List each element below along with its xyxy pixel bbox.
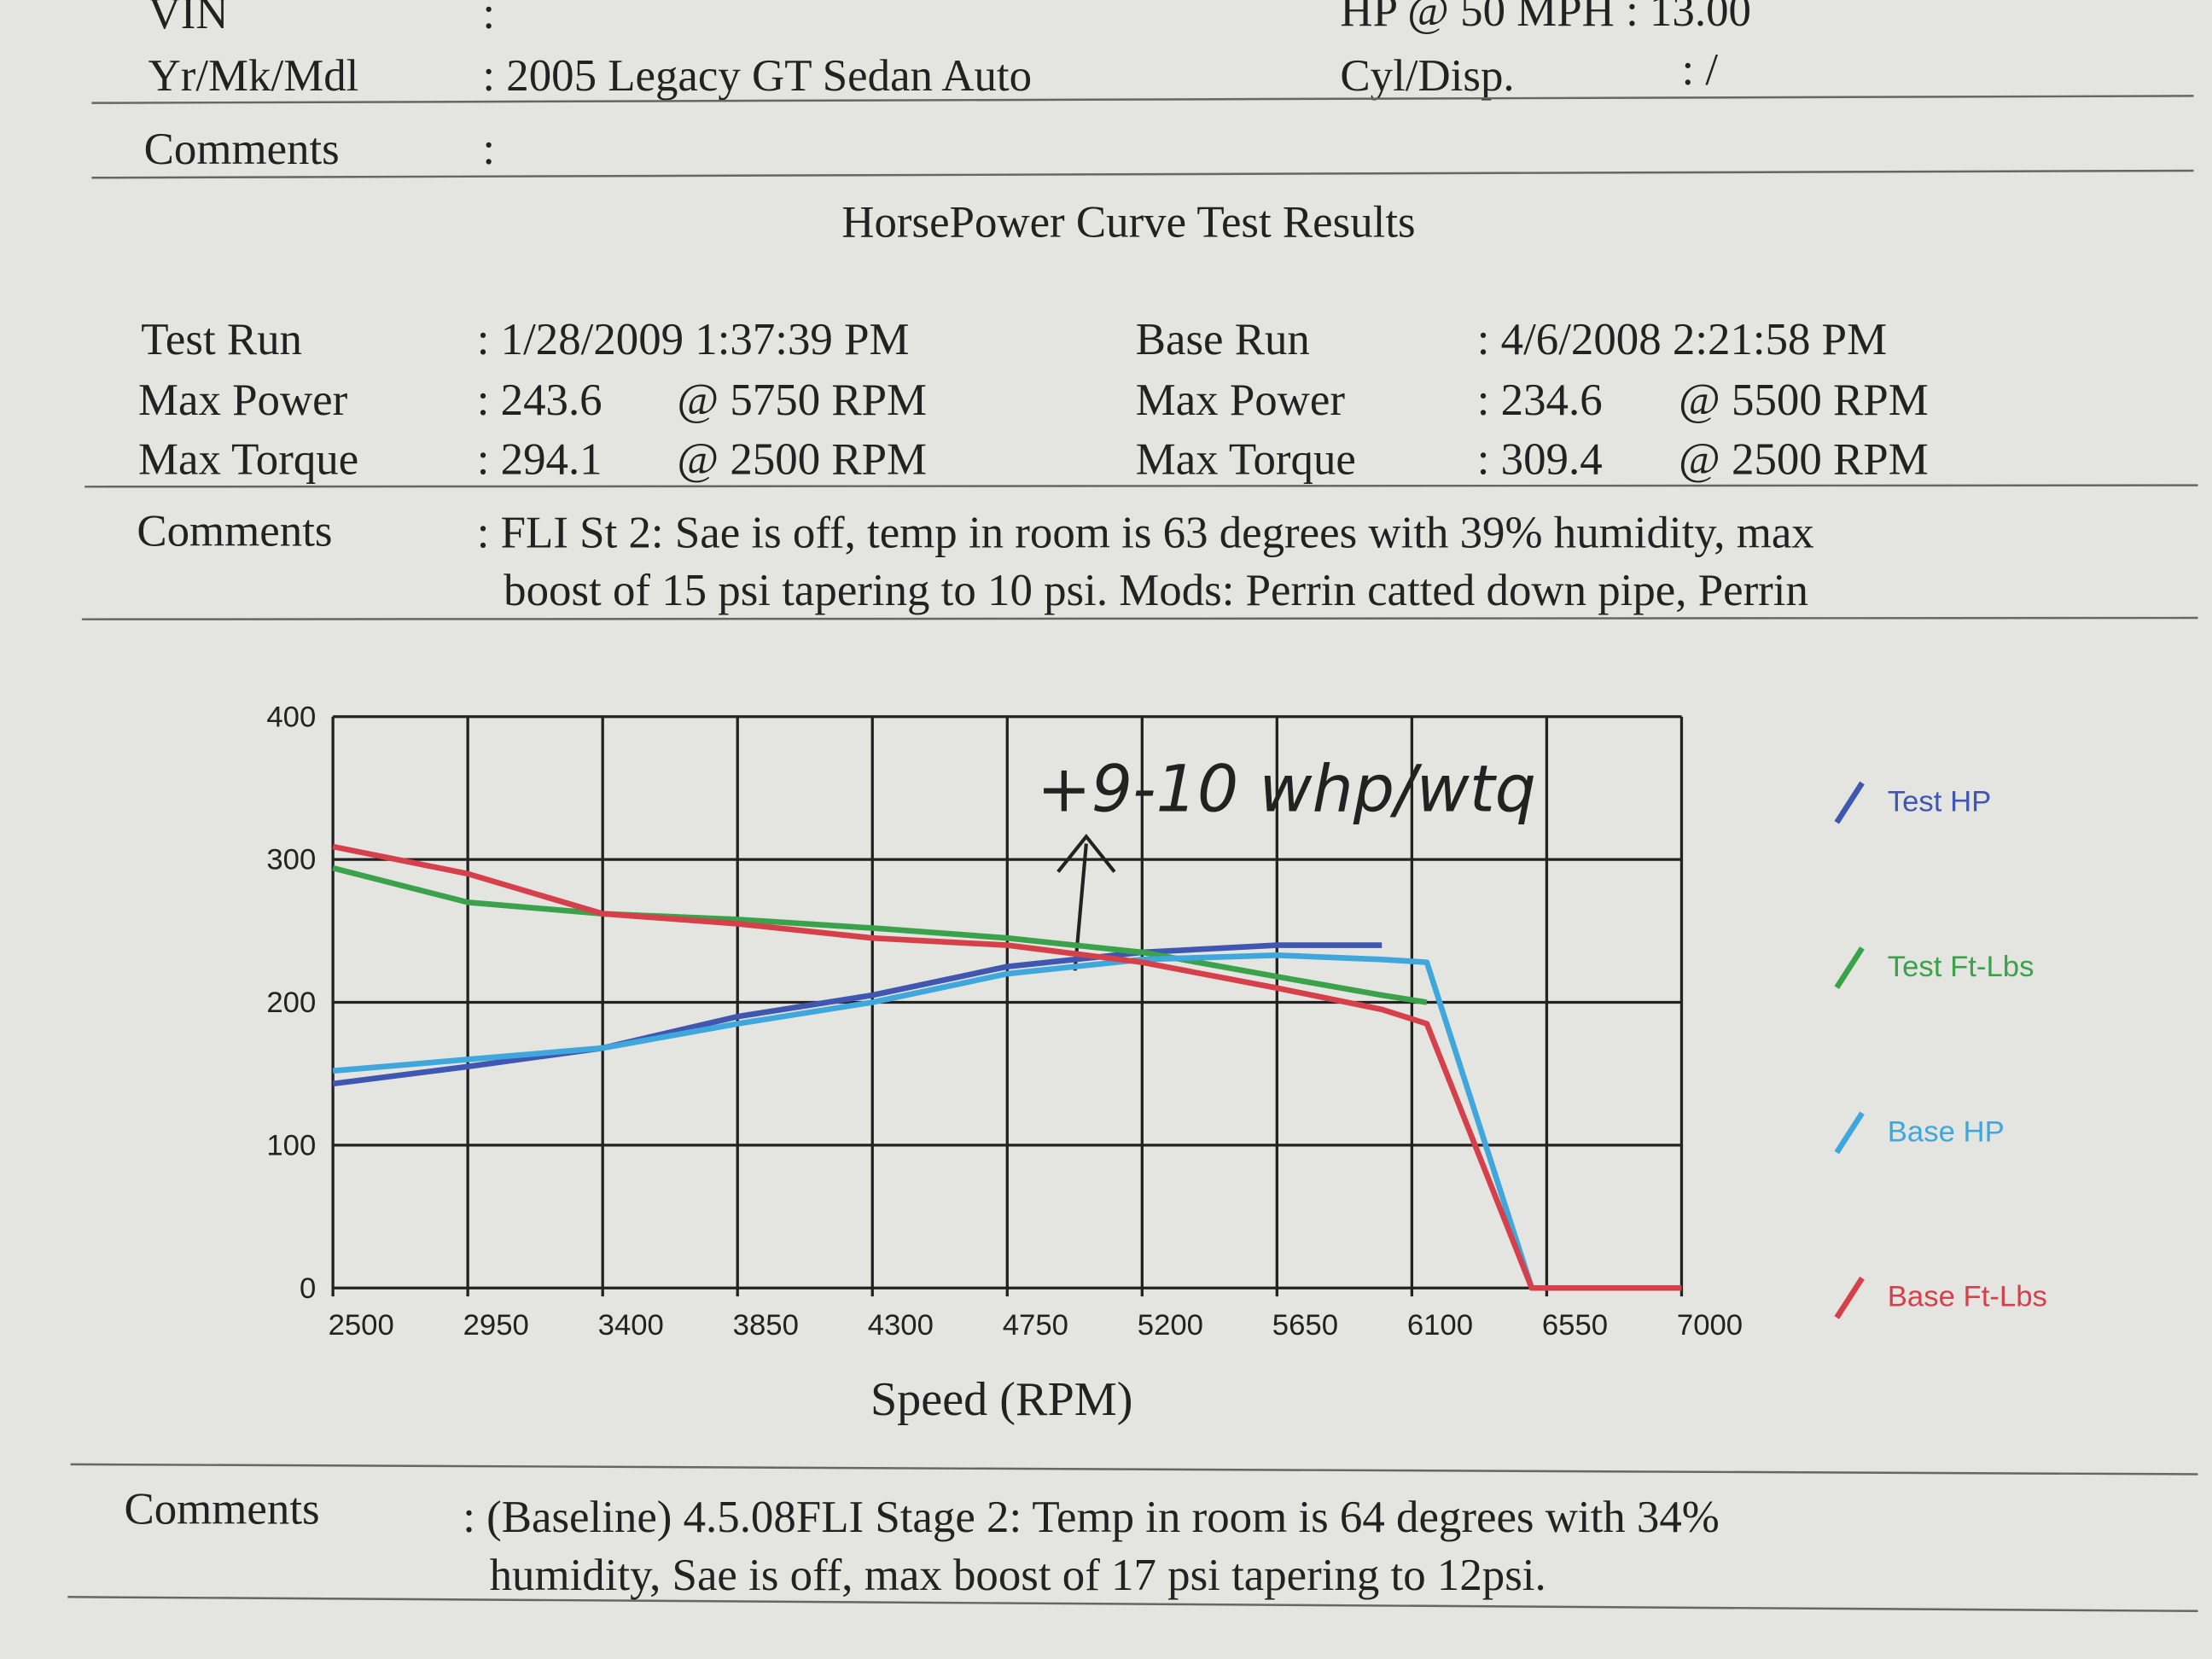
value: : 4/6/2008 2:21:58 PM [1477, 315, 1887, 364]
y-tick-label: 0 [300, 1272, 316, 1305]
value: @ 2500 RPM [677, 434, 927, 484]
value: : / [1681, 45, 1718, 95]
value: : [482, 125, 495, 174]
label: Base Run [1136, 315, 1310, 364]
value: @ 5500 RPM [1679, 375, 1929, 425]
rule [91, 95, 2194, 104]
label: Comments [144, 125, 340, 174]
label: Yr/Mk/Mdl [148, 51, 359, 101]
series-line [332, 942, 1382, 1087]
annotation: +9-10 whp/wtq [1037, 751, 1536, 827]
rule [84, 484, 2198, 488]
title: HorsePower Curve Test Results [841, 198, 1415, 247]
legend-swatch [1834, 1276, 1865, 1319]
legend-label: Test HP [1888, 786, 1992, 818]
y-tick-label: 300 [266, 844, 316, 876]
label: Test Run [141, 315, 302, 364]
value: : 2005 Legacy GT Sedan Auto [482, 51, 1032, 101]
rule [70, 1463, 2198, 1476]
x-tick-label: 4750 [1003, 1309, 1068, 1342]
rule [91, 169, 2194, 179]
value: : 309.4 [1477, 434, 1603, 484]
value: : 234.6 [1477, 375, 1603, 425]
label: Max Power [1136, 375, 1346, 425]
label: Comments [137, 507, 332, 556]
label: Cyl/Disp. [1340, 51, 1514, 101]
value: @ 5750 RPM [677, 375, 927, 425]
rule [67, 1596, 2198, 1613]
comment-line: : (Baseline) 4.5.08FLI Stage 2: Temp in … [463, 1493, 1720, 1542]
label: Max Torque [1136, 434, 1356, 484]
comment-line: humidity, Sae is off, max boost of 17 ps… [490, 1551, 1546, 1600]
x-tick-label: 5650 [1272, 1309, 1338, 1342]
value: : 243.6 [477, 375, 602, 425]
label: Comments [124, 1484, 319, 1534]
series-line [332, 864, 1428, 1005]
label: Max Power [138, 375, 348, 425]
legend-label: Base HP [1888, 1115, 2005, 1148]
x-tick-label: 7000 [1677, 1309, 1743, 1342]
value: : 1/28/2009 1:37:39 PM [477, 315, 910, 364]
x-tick-label: 3400 [598, 1309, 664, 1342]
x-tick-label: 6550 [1542, 1309, 1608, 1342]
chart: 0 100 200 300 400 2500 2950 3400 3850 4300 4750 520… [266, 701, 2047, 1426]
value: HP @ 50 MPH : 13.00 [1340, 0, 1751, 36]
y-tick-label: 100 [266, 1129, 316, 1161]
legend-label: Base Ft-Lbs [1888, 1281, 2047, 1313]
x-axis-label: Speed (RPM) [870, 1373, 1132, 1426]
x-tick-label: 2950 [463, 1309, 529, 1342]
comment-line: boost of 15 psi tapering to 10 psi. Mods… [504, 566, 1808, 615]
label: VIN [148, 0, 229, 38]
legend-swatch [1834, 946, 1865, 989]
legend-swatch [1834, 1111, 1865, 1155]
x-tick-label: 3850 [733, 1309, 799, 1342]
comment-line: : FLI St 2: Sae is off, temp in room is … [477, 508, 1814, 557]
legend-swatch [1834, 781, 1865, 824]
x-tick-label: 6100 [1407, 1309, 1473, 1342]
x-tick-label: 5200 [1138, 1309, 1203, 1342]
legend-label: Test Ft-Lbs [1888, 951, 2034, 983]
y-tick-label: 400 [266, 701, 316, 733]
x-tick-label: 4300 [868, 1309, 934, 1342]
label: Max Torque [138, 434, 358, 484]
series-line [332, 952, 1682, 1291]
x-tick-label: 2500 [329, 1309, 394, 1342]
rule [81, 616, 2198, 620]
value: @ 2500 RPM [1679, 434, 1929, 484]
value: : 294.1 [477, 434, 602, 484]
y-tick-label: 200 [266, 987, 316, 1019]
series-line [332, 843, 1682, 1291]
value: : [482, 0, 495, 38]
arrow [1073, 843, 1088, 971]
